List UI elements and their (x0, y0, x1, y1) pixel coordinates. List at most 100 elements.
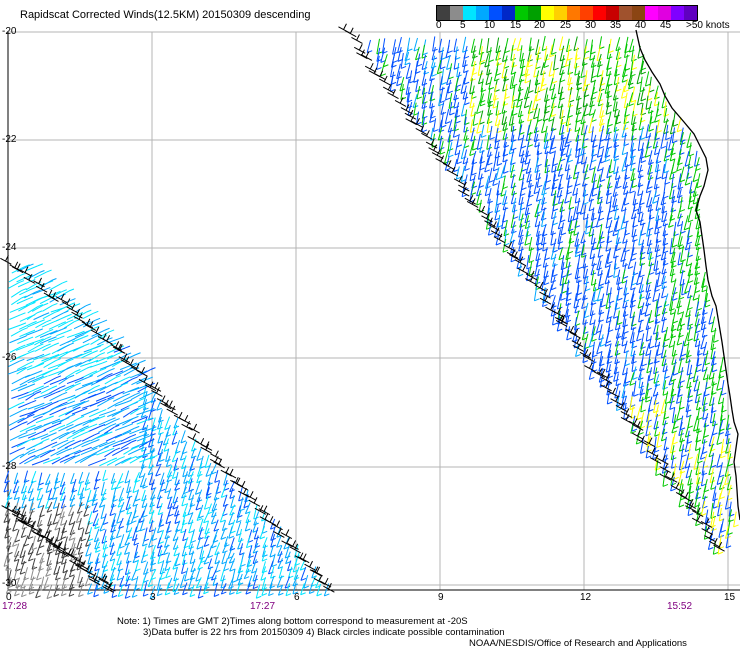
wind-barb (535, 86, 542, 102)
wind-barb (109, 535, 115, 548)
wind-barb (229, 558, 236, 572)
wind-barb (136, 417, 154, 425)
wind-barb (596, 285, 603, 302)
wind-barb (9, 344, 26, 353)
wind-barb (235, 510, 242, 524)
edge-barb (577, 342, 582, 349)
wind-barb (72, 439, 91, 450)
wind-barb (670, 252, 677, 269)
wind-barb (381, 38, 388, 54)
wind-barb (543, 54, 550, 69)
edge-barb (605, 374, 610, 381)
wind-barb (677, 374, 684, 389)
wind-barb (447, 142, 454, 158)
wind-barb (677, 188, 684, 204)
wind-barb (100, 488, 107, 502)
wind-barb (49, 407, 67, 416)
wind-barb (622, 311, 629, 328)
wind-barb (637, 294, 644, 309)
wind-barb (98, 423, 117, 433)
wind-barb (600, 293, 607, 308)
wind-barb (703, 412, 710, 428)
wind-barb (486, 151, 493, 166)
wind-barb (35, 319, 52, 329)
edge-barb (71, 303, 76, 311)
wind-barb (88, 408, 107, 418)
wind-barb (589, 156, 595, 171)
wind-barb (17, 413, 35, 424)
wind-barb (503, 68, 509, 82)
wind-barb (285, 583, 292, 597)
wind-barb (92, 489, 98, 502)
wind-barb (681, 444, 687, 458)
wind-barb (556, 183, 563, 198)
wind-barb (560, 255, 567, 271)
wind-barb (629, 372, 636, 386)
wind-barb (98, 497, 105, 508)
wind-barb (648, 367, 654, 382)
wind-barb (564, 190, 570, 204)
wind-barb (94, 518, 100, 530)
edge-barb (143, 376, 148, 383)
wind-barb (94, 558, 100, 572)
wind-barb (629, 293, 636, 308)
edge-barb (625, 414, 630, 421)
wind-barb (11, 295, 27, 306)
wind-barb (72, 343, 90, 352)
wind-barb (147, 406, 154, 421)
wind-barb (231, 568, 238, 583)
wind-barb (687, 206, 694, 223)
wind-barb (582, 347, 589, 364)
wind-barb (80, 528, 87, 542)
lat-label: -28 (2, 461, 17, 472)
edge-barb (327, 582, 332, 590)
edge-barb (664, 463, 669, 470)
wind-barb (110, 495, 117, 508)
wind-barb (454, 109, 461, 124)
wind-barb (681, 279, 687, 296)
wind-barb (125, 552, 132, 564)
edge-barb (560, 317, 565, 324)
wind-barb (54, 519, 61, 531)
wind-barb (664, 171, 671, 185)
edge-barb (383, 75, 388, 83)
wind-barb (541, 189, 547, 205)
wind-barb (580, 230, 586, 244)
wind-barb (527, 100, 534, 115)
wind-barb (496, 151, 503, 166)
edge-barb (661, 455, 666, 462)
wind-barb (519, 213, 525, 228)
wind-barb (591, 326, 597, 342)
wind-barb (30, 470, 37, 484)
wind-barb (655, 148, 662, 164)
lon-label: 9 (438, 592, 444, 603)
wind-barb (229, 504, 236, 516)
wind-barb (33, 269, 52, 279)
wind-barb (223, 558, 230, 572)
lat-lon-grid (7, 31, 740, 591)
wind-barb (41, 353, 60, 362)
wind-barb (685, 252, 692, 267)
wind-barb (7, 366, 27, 375)
wind-barb (39, 449, 56, 458)
edge-barb (117, 343, 122, 351)
wind-barb (112, 447, 129, 456)
wind-barb (607, 263, 614, 278)
wind-barb (92, 502, 99, 513)
wind-barb (25, 390, 42, 401)
edge-barb (277, 528, 282, 535)
edge-barb (24, 266, 29, 273)
wind-barb (470, 68, 476, 82)
edge-barb (462, 186, 467, 194)
legend-swatch (463, 6, 476, 20)
wind-barb (489, 125, 495, 140)
wind-barb (112, 382, 129, 392)
wind-barb (237, 573, 244, 586)
wind-barb (551, 263, 558, 277)
wind-barb (180, 430, 187, 444)
wind-barb (46, 584, 53, 600)
wind-barb (19, 286, 37, 296)
edge-barb (31, 521, 35, 528)
wind-barb (68, 583, 75, 597)
wind-barb (591, 212, 597, 229)
